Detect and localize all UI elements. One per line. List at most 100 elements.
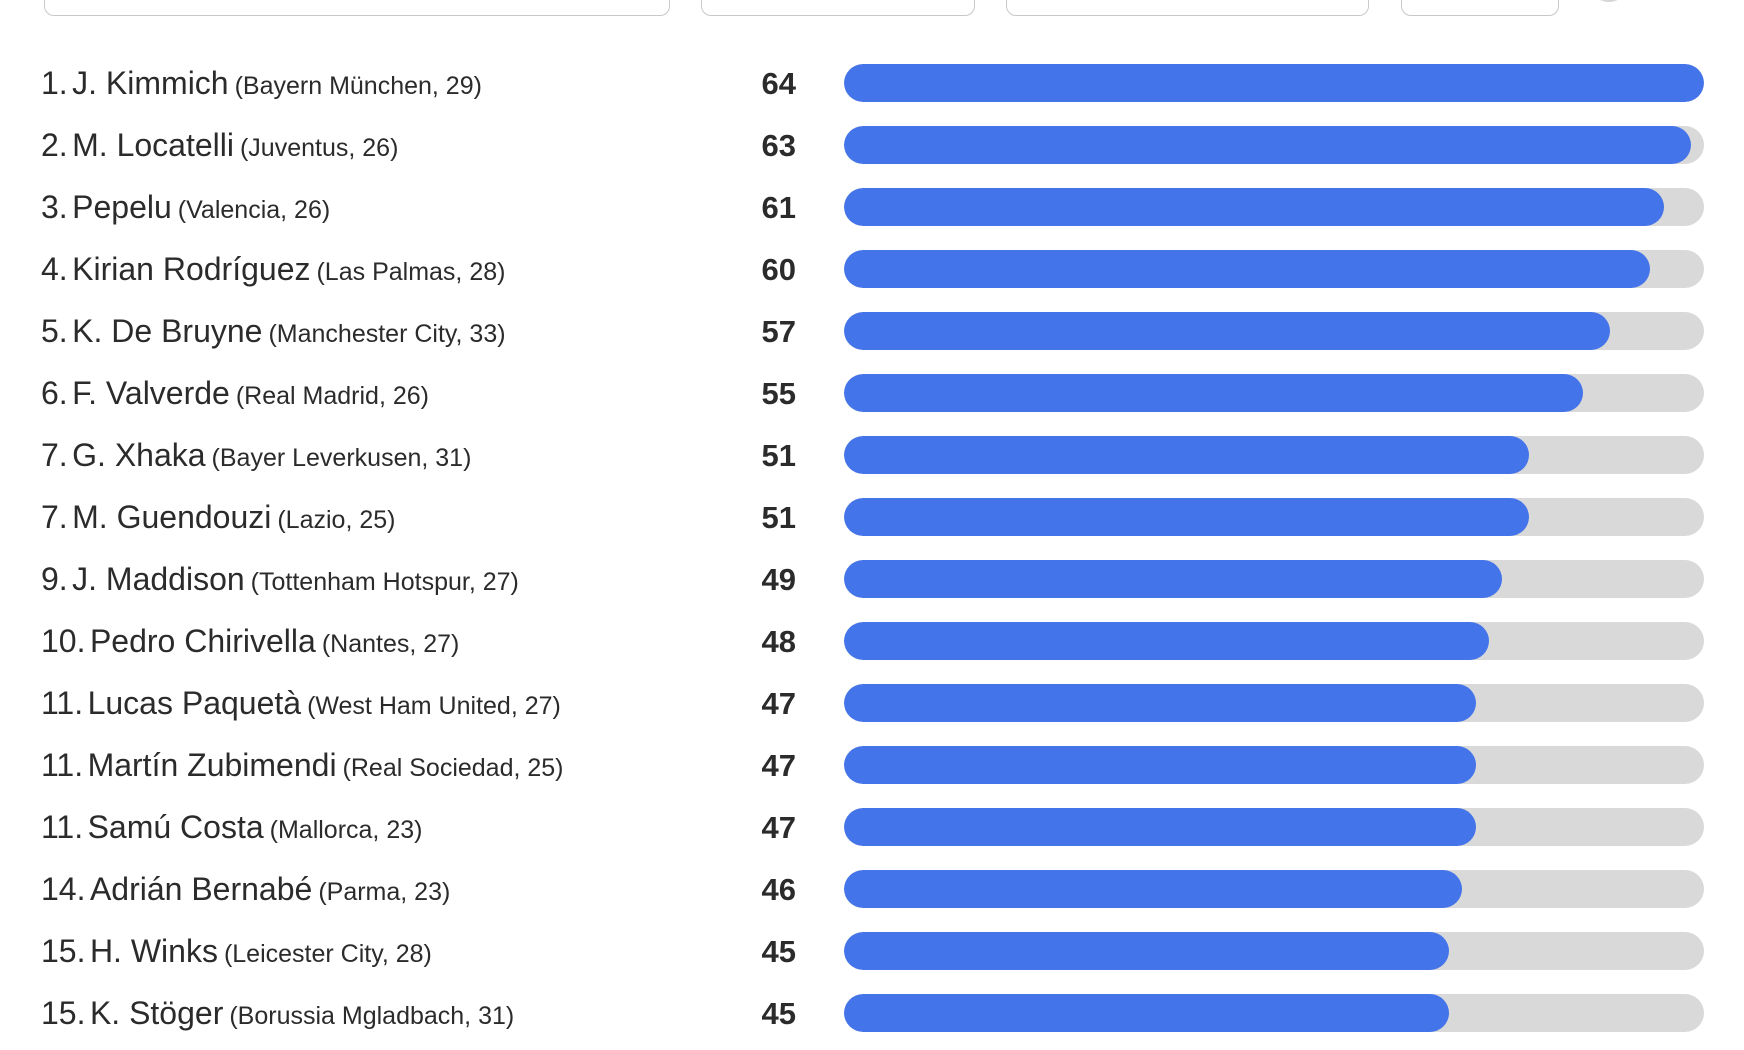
ranking-row: 11. Lucas Paquetà (West Ham United, 27) 47 bbox=[0, 678, 1744, 740]
bar-fill bbox=[844, 374, 1584, 412]
player-name: K. Stöger bbox=[89, 995, 224, 1031]
player-name: M. Locatelli bbox=[72, 127, 234, 163]
bar-track bbox=[844, 498, 1704, 536]
bar-fill bbox=[844, 746, 1476, 784]
value-label: 51 bbox=[761, 500, 796, 535]
ranking-row: 15. K. Stöger (Borussia Mgladbach, 31) 45 bbox=[0, 988, 1744, 1050]
player-rank: 7. bbox=[41, 437, 68, 473]
value-label: 55 bbox=[761, 376, 796, 411]
player-label: 11. Martín Zubimendi (Real Sociedad, 25) bbox=[41, 745, 564, 792]
value-label: 48 bbox=[761, 624, 796, 659]
player-name: Kirian Rodríguez bbox=[72, 251, 311, 287]
player-club-age: (Parma, 23) bbox=[318, 878, 451, 906]
bar-fill bbox=[844, 870, 1463, 908]
info-icon[interactable] bbox=[1596, 0, 1622, 2]
filter-dropdown-2[interactable] bbox=[701, 0, 975, 16]
player-rank: 11. bbox=[41, 685, 84, 721]
player-rank: 11. bbox=[41, 809, 84, 845]
value-label: 51 bbox=[761, 438, 796, 473]
bar-fill bbox=[844, 250, 1651, 288]
bar-fill bbox=[844, 126, 1691, 164]
player-name: M. Guendouzi bbox=[72, 499, 272, 535]
player-label: 1. J. Kimmich (Bayern München, 29) bbox=[41, 63, 482, 110]
value-label: 47 bbox=[761, 810, 796, 845]
player-rank: 5. bbox=[41, 313, 68, 349]
player-label: 14. Adrián Bernabé (Parma, 23) bbox=[41, 869, 450, 916]
player-label: 10. Pedro Chirivella (Nantes, 27) bbox=[41, 621, 459, 668]
player-club-age: (Mallorca, 23) bbox=[269, 816, 423, 844]
ranking-row: 10. Pedro Chirivella (Nantes, 27) 48 bbox=[0, 616, 1744, 678]
player-club-age: (Valencia, 26) bbox=[177, 196, 331, 224]
player-label: 11. Samú Costa (Mallorca, 23) bbox=[41, 807, 422, 854]
player-label: 5. K. De Bruyne (Manchester City, 33) bbox=[41, 311, 506, 358]
player-name: F. Valverde bbox=[72, 375, 230, 411]
player-label: 11. Lucas Paquetà (West Ham United, 27) bbox=[41, 683, 561, 730]
player-club-age: (Las Palmas, 28) bbox=[316, 258, 506, 286]
player-rank: 11. bbox=[41, 747, 84, 783]
bar-track bbox=[844, 64, 1704, 102]
filter-bar bbox=[0, 0, 1744, 40]
filter-dropdown-1[interactable] bbox=[44, 0, 670, 16]
bar-fill bbox=[844, 622, 1489, 660]
player-name: G. Xhaka bbox=[72, 437, 206, 473]
bar-fill bbox=[844, 560, 1503, 598]
player-rank: 15. bbox=[41, 933, 86, 969]
ranking-row: 9. J. Maddison (Tottenham Hotspur, 27) 49 bbox=[0, 554, 1744, 616]
value-label: 45 bbox=[761, 934, 796, 969]
player-label: 4. Kirian Rodríguez (Las Palmas, 28) bbox=[41, 249, 505, 296]
bar-track bbox=[844, 312, 1704, 350]
bar-fill bbox=[844, 188, 1664, 226]
player-label: 9. J. Maddison (Tottenham Hotspur, 27) bbox=[41, 559, 519, 606]
player-club-age: (Juventus, 26) bbox=[239, 134, 399, 162]
player-rank: 3. bbox=[41, 189, 68, 225]
player-label: 2. M. Locatelli (Juventus, 26) bbox=[41, 125, 398, 172]
player-rank: 9. bbox=[41, 561, 68, 597]
bar-track bbox=[844, 188, 1704, 226]
player-label: 3. Pepelu (Valencia, 26) bbox=[41, 187, 330, 234]
player-rank: 10. bbox=[41, 623, 86, 659]
value-label: 47 bbox=[761, 748, 796, 783]
ranking-row: 4. Kirian Rodríguez (Las Palmas, 28) 60 bbox=[0, 244, 1744, 306]
ranking-row: 5. K. De Bruyne (Manchester City, 33) 57 bbox=[0, 306, 1744, 368]
ranking-row: 11. Samú Costa (Mallorca, 23) 47 bbox=[0, 802, 1744, 864]
player-club-age: (Leicester City, 28) bbox=[223, 940, 432, 968]
ranking-row: 14. Adrián Bernabé (Parma, 23) 46 bbox=[0, 864, 1744, 926]
player-club-age: (Bayern München, 29) bbox=[234, 72, 482, 100]
bar-fill bbox=[844, 684, 1476, 722]
bar-fill bbox=[844, 808, 1476, 846]
ranking-row: 11. Martín Zubimendi (Real Sociedad, 25) 4… bbox=[0, 740, 1744, 802]
player-label: 7. G. Xhaka (Bayer Leverkusen, 31) bbox=[41, 435, 471, 482]
ranking-row: 1. J. Kimmich (Bayern München, 29) 64 bbox=[0, 58, 1744, 120]
player-name: J. Kimmich bbox=[72, 65, 229, 101]
player-rank: 14. bbox=[41, 871, 86, 907]
value-label: 60 bbox=[761, 252, 796, 287]
player-name: Martín Zubimendi bbox=[87, 747, 337, 783]
bar-fill bbox=[844, 436, 1530, 474]
player-label: 15. K. Stöger (Borussia Mgladbach, 31) bbox=[41, 993, 514, 1040]
player-club-age: (Tottenham Hotspur, 27) bbox=[250, 568, 519, 596]
filter-dropdown-3[interactable] bbox=[1006, 0, 1369, 16]
value-label: 47 bbox=[761, 686, 796, 721]
ranking-row: 3. Pepelu (Valencia, 26) 61 bbox=[0, 182, 1744, 244]
bar-track bbox=[844, 560, 1704, 598]
value-label: 57 bbox=[761, 314, 796, 349]
player-rank: 7. bbox=[41, 499, 68, 535]
player-name: Pedro Chirivella bbox=[89, 623, 316, 659]
value-label: 64 bbox=[761, 66, 796, 101]
player-club-age: (Nantes, 27) bbox=[321, 630, 460, 658]
player-rank: 2. bbox=[41, 127, 68, 163]
player-rank: 15. bbox=[41, 995, 86, 1031]
player-name: J. Maddison bbox=[72, 561, 245, 597]
bar-fill bbox=[844, 498, 1530, 536]
bar-track bbox=[844, 374, 1704, 412]
bar-track bbox=[844, 870, 1704, 908]
filter-dropdown-4[interactable] bbox=[1401, 0, 1559, 16]
player-name: Samú Costa bbox=[87, 809, 264, 845]
bar-track bbox=[844, 932, 1704, 970]
bar-track bbox=[844, 436, 1704, 474]
bar-track bbox=[844, 746, 1704, 784]
ranking-row: 2. M. Locatelli (Juventus, 26) 63 bbox=[0, 120, 1744, 182]
player-name: Adrián Bernabé bbox=[89, 871, 313, 907]
player-club-age: (Manchester City, 33) bbox=[268, 320, 506, 348]
value-label: 46 bbox=[761, 872, 796, 907]
